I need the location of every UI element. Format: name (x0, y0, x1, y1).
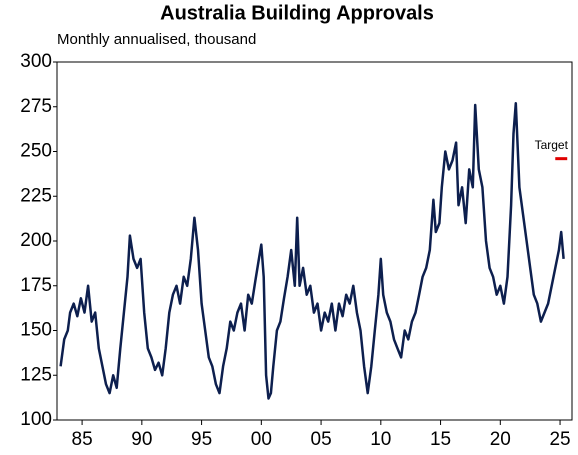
plot-frame (56, 61, 573, 421)
x-tick-label: 00 (251, 429, 272, 450)
y-tick-label: 200 (20, 230, 52, 251)
chart-title: Australia Building Approvals (160, 2, 434, 24)
x-tick-label: 90 (131, 429, 152, 450)
y-tick-label: 100 (20, 409, 52, 430)
y-tick-label: 300 (20, 51, 52, 72)
y-tick-label: 275 (20, 96, 52, 117)
y-tick-label: 150 (20, 320, 52, 341)
x-tick-label: 95 (191, 429, 212, 450)
y-tick-label: 175 (20, 275, 52, 296)
x-tick-label: 10 (370, 429, 391, 450)
y-tick-label: 125 (20, 364, 52, 385)
chart-subtitle: Monthly annualised, thousand (57, 31, 256, 48)
x-tick-label: 85 (72, 429, 93, 450)
x-tick-label: 20 (490, 429, 511, 450)
x-tick-label: 05 (311, 429, 332, 450)
x-tick-label: 25 (549, 429, 570, 450)
target-label: Target (535, 138, 569, 152)
x-tick-label: 15 (430, 429, 451, 450)
data-line (59, 101, 565, 400)
y-tick-label: 225 (20, 185, 52, 206)
y-tick-label: 250 (20, 141, 52, 162)
